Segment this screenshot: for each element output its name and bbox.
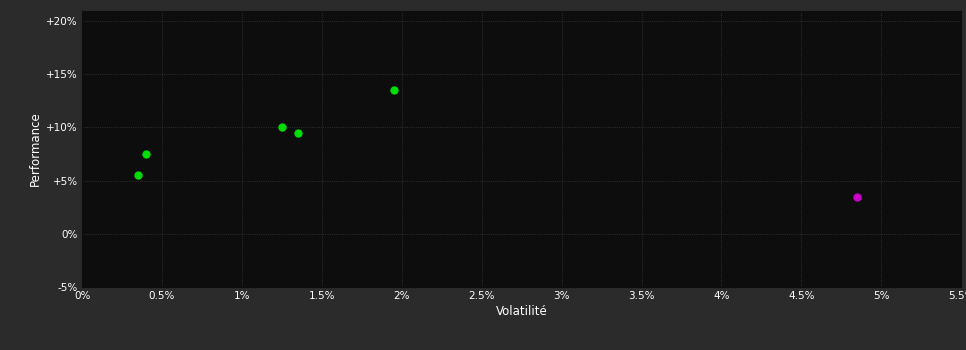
X-axis label: Volatilité: Volatilité — [496, 305, 548, 318]
Point — [274, 125, 290, 130]
Point — [386, 88, 402, 93]
Y-axis label: Performance: Performance — [29, 111, 43, 186]
Point — [130, 173, 146, 178]
Point — [290, 130, 305, 135]
Point — [138, 151, 154, 157]
Point — [849, 194, 865, 199]
